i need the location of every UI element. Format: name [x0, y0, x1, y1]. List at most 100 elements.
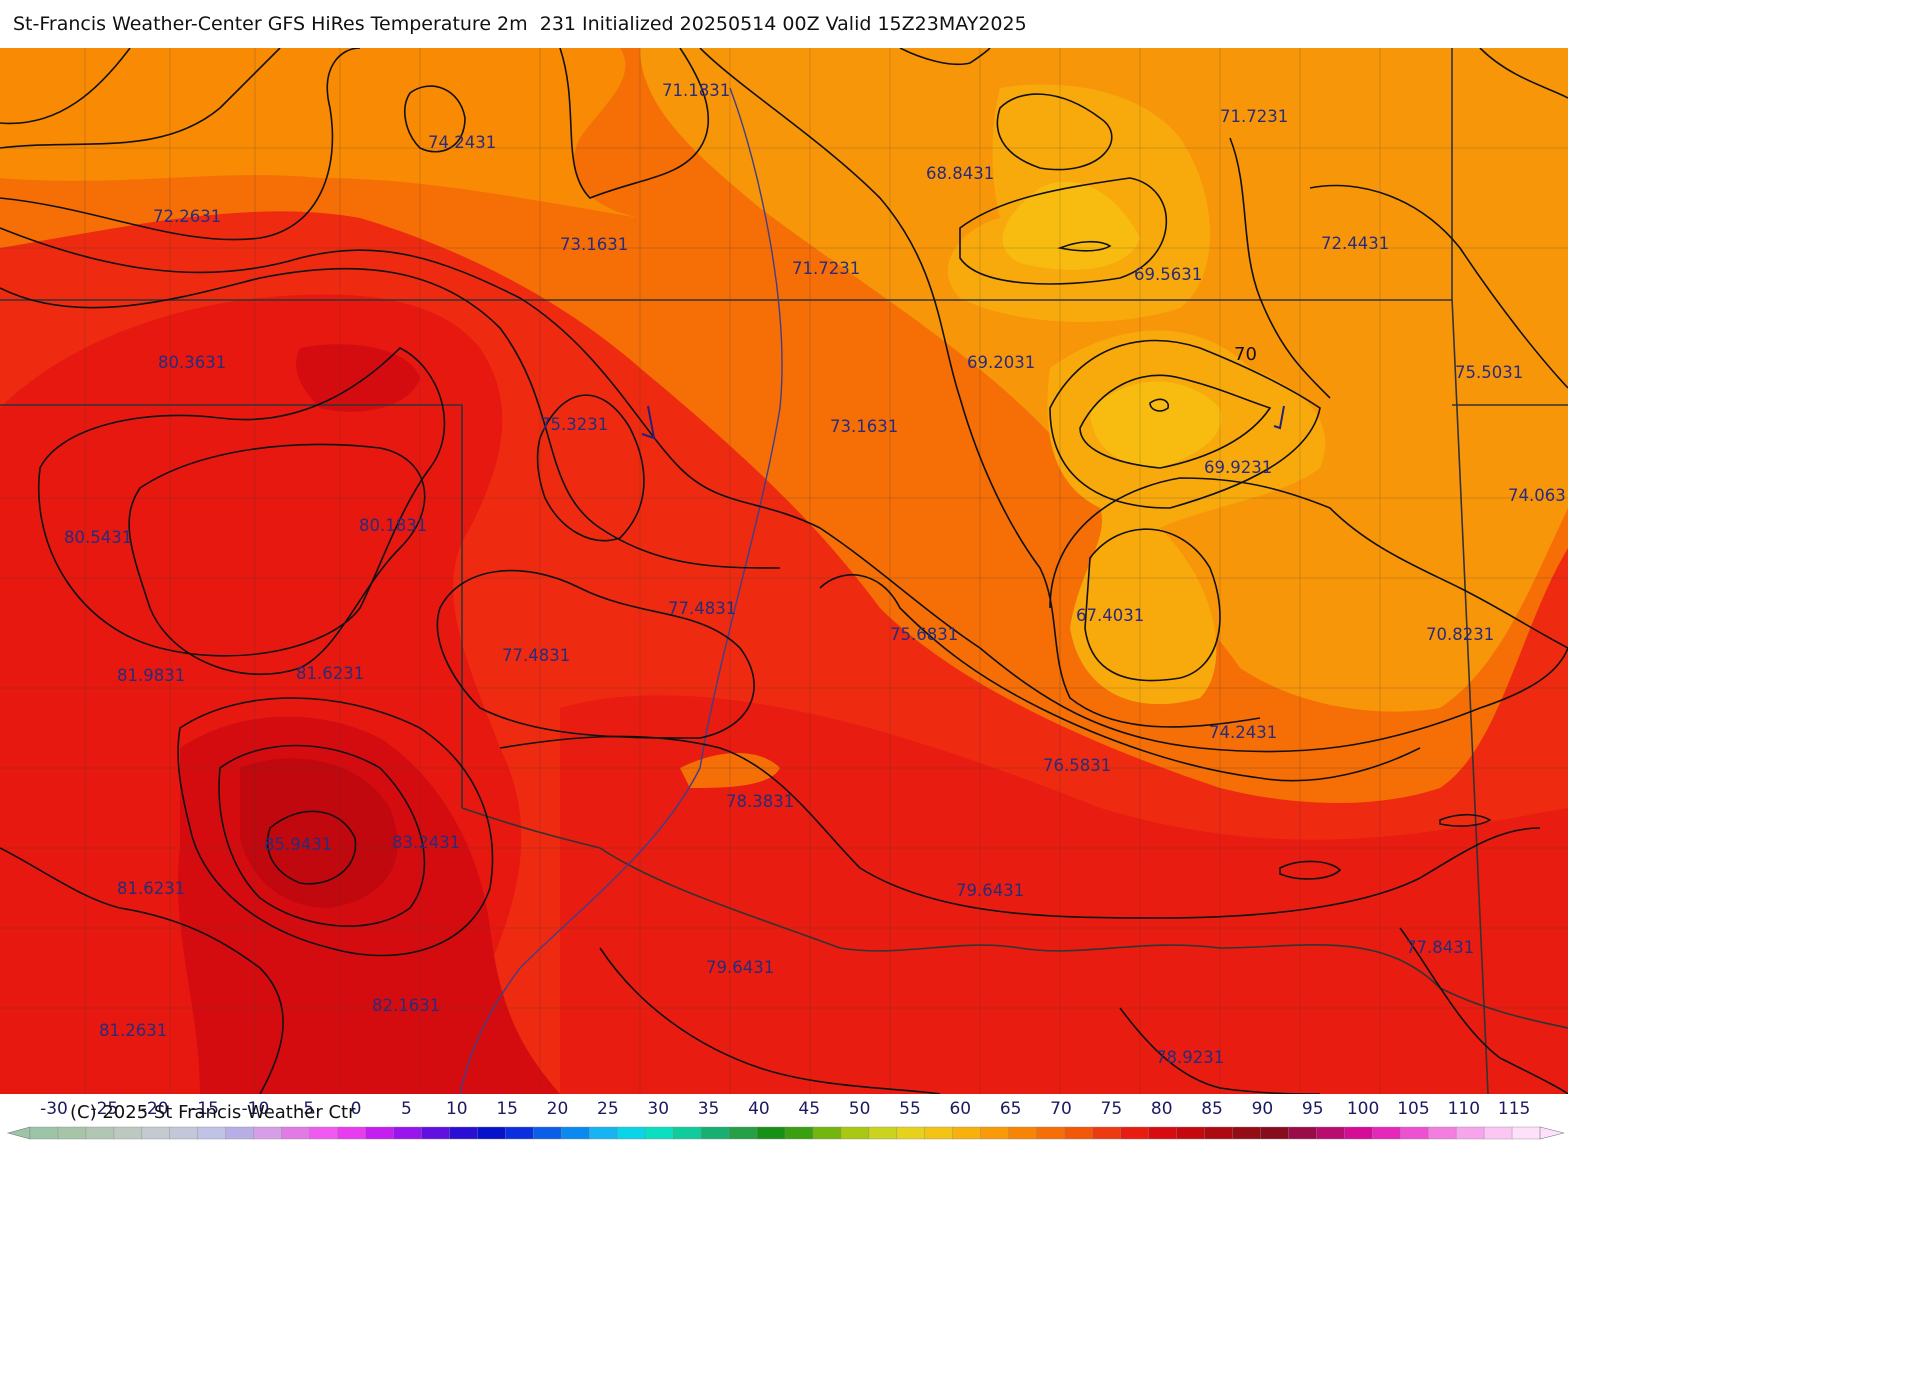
colorbar-swatch [57, 1126, 87, 1140]
field-zone-south-red [560, 695, 1568, 1094]
colorbar-tick-label: 55 [899, 1099, 921, 1119]
field-zone-red-patch [296, 344, 420, 412]
colorbar-swatch [449, 1126, 479, 1140]
colorbar-swatch [1399, 1126, 1429, 1140]
colorbar-swatch [1344, 1126, 1373, 1140]
colorbar-tick-label: 110 [1448, 1099, 1480, 1119]
colorbar-swatch [617, 1126, 646, 1140]
colorbar-swatch [197, 1126, 227, 1140]
colorbar-swatch [1008, 1126, 1038, 1140]
colorbar-swatch [561, 1126, 590, 1140]
colorbar-tick-label: 115 [1498, 1099, 1530, 1119]
state-borders [0, 48, 1568, 1094]
colorbar-swatch [477, 1126, 507, 1140]
colorbar-swatch [812, 1126, 842, 1140]
colorbar-swatch [85, 1126, 115, 1140]
colorbar-swatch [505, 1126, 535, 1140]
temperature-value-label: 71.7231 [792, 259, 860, 278]
colorbar-swatch [365, 1126, 395, 1140]
river-line [459, 87, 783, 1094]
colorbar-tick-label: 100 [1347, 1099, 1379, 1119]
colorbar-swatch [113, 1126, 143, 1140]
temperature-value-label: 80.3631 [158, 353, 226, 372]
colorbar-tick-label: 85 [1201, 1099, 1223, 1119]
temperature-value-label: 73.1631 [830, 417, 898, 436]
colorbar-swatch [756, 1126, 786, 1140]
wind-barb-icon [641, 405, 1285, 440]
colorbar-tick-label: 35 [698, 1099, 720, 1119]
colorbar-swatch [1260, 1126, 1290, 1140]
temperature-value-label: 79.6431 [706, 958, 774, 977]
colorbar-swatch [896, 1126, 926, 1140]
colorbar-tick-label: -15 [191, 1099, 219, 1119]
colorbar-tick-label: 60 [949, 1099, 971, 1119]
temperature-value-label: 77.4831 [502, 646, 570, 665]
colorbar-swatch [1288, 1126, 1317, 1140]
county-lines [0, 48, 1568, 1094]
colorbar-tick-label: -30 [40, 1099, 68, 1119]
colorbar-swatch [868, 1126, 898, 1140]
colorbar-swatch [1511, 1126, 1541, 1140]
temperature-value-label: 81.2631 [99, 1021, 167, 1040]
temperature-value-label: 81.6231 [296, 664, 364, 683]
temperature-value-label: 75.5031 [1455, 363, 1523, 382]
temperature-value-label: 82.1631 [372, 996, 440, 1015]
colorbar-tick-label: 15 [496, 1099, 518, 1119]
temperature-value-label: 69.2031 [967, 353, 1035, 372]
colorbar-tick-label: 10 [446, 1099, 468, 1119]
colorbar-tick-label: 40 [748, 1099, 770, 1119]
temperature-value-label: 69.9231 [1204, 458, 1272, 477]
colorbar-swatch [169, 1126, 199, 1140]
isotherm-contours [0, 48, 1568, 1094]
colorbar-swatch [700, 1126, 730, 1140]
temperature-value-label: 77.8431 [1406, 938, 1474, 957]
colorbar-tick-label: 90 [1252, 1099, 1274, 1119]
colorbar-swatch [672, 1126, 702, 1140]
temperature-value-label: 85.9431 [264, 835, 332, 854]
temperature-value-label: 80.1831 [359, 516, 427, 535]
colorbar-swatch [1204, 1126, 1234, 1140]
colorbar-swatch [141, 1126, 171, 1140]
copyright-text: (C) 2025 St Francis Weather Ctr [70, 1102, 356, 1123]
field-zone-orange-patch [680, 753, 780, 788]
colorbar-swatch [952, 1126, 982, 1140]
temperature-value-label: 76.5831 [1043, 756, 1111, 775]
colorbar-left-arrow [6, 1126, 31, 1140]
temperature-value-label: 79.6431 [956, 881, 1024, 900]
colorbar-swatch [225, 1126, 255, 1140]
colorbar-swatch [1455, 1126, 1485, 1140]
colorbar-swatch [1036, 1126, 1066, 1140]
temperature-value-label: 71.1831 [662, 81, 730, 100]
colorbar-tick-label: 0 [351, 1099, 362, 1119]
colorbar-tick-label: -5 [297, 1099, 314, 1119]
temperature-value-label: 81.6231 [117, 879, 185, 898]
colorbar-swatch [728, 1126, 758, 1140]
color-scale-bar: -30 -25 -20 -15 -10 -5 0 5 10 15 20 25 30 35 40 45 50 55 6… [6, 1099, 1565, 1140]
colorbar-tick-label: 20 [547, 1099, 569, 1119]
colorbar-tick-label: 30 [647, 1099, 669, 1119]
colorbar-swatch [1232, 1126, 1262, 1140]
colorbar-tick-label: 25 [597, 1099, 619, 1119]
colorbar-swatch [1064, 1126, 1094, 1140]
colorbar-tick-label: 105 [1397, 1099, 1429, 1119]
colorbar-tick-label: 65 [1000, 1099, 1022, 1119]
colorbar-swatch [1176, 1126, 1206, 1140]
value-labels: 71.1831 74.2431 71.7231 68.8431 72.2631 73.16… [64, 81, 1566, 1067]
temperature-value-label: 75.3231 [540, 415, 608, 434]
colorbar-swatch [393, 1126, 423, 1140]
temperature-value-label: 74.2431 [428, 133, 496, 152]
colorbar-swatch [589, 1126, 618, 1140]
colorbar-swatch [309, 1126, 339, 1140]
temperature-map: 70 71.1831 74.2431 71.7231 68.8431 72.2631 73… [0, 48, 1568, 1094]
colorbar-swatch [644, 1126, 674, 1140]
colorbar-swatch [421, 1126, 451, 1140]
colorbar-tick-label: 50 [849, 1099, 871, 1119]
field-zone-gold-2 [1090, 381, 1222, 468]
colorbar-swatches [6, 1126, 1565, 1140]
temperature-value-label: 68.8431 [926, 164, 994, 183]
temperature-value-label: 80.5431 [64, 528, 132, 547]
colorbar-tick-label: -25 [90, 1099, 118, 1119]
colorbar-tick-label: 45 [798, 1099, 820, 1119]
map-title: St-Francis Weather-Center GFS HiRes Temp… [13, 13, 1027, 35]
colorbar-tick-label: 70 [1050, 1099, 1072, 1119]
